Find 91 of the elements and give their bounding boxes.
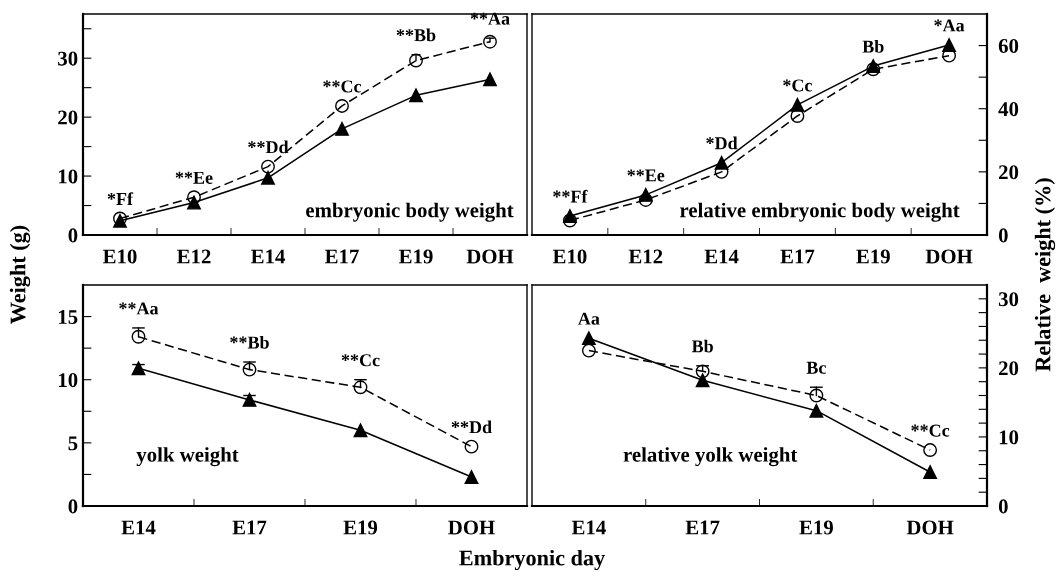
- point: [409, 88, 423, 103]
- point: [242, 392, 257, 407]
- x-tick-label: E19: [398, 249, 433, 264]
- point: [464, 470, 479, 484]
- point: [261, 159, 275, 174]
- point: [809, 403, 824, 418]
- y-tick-label: 40: [998, 102, 1019, 117]
- annotation: embryonic body weight: [306, 202, 514, 222]
- annotation: **Ee: [175, 171, 213, 184]
- x-tick-label: E19: [343, 520, 378, 535]
- x-tick-label: E10: [552, 249, 587, 264]
- y-tick-label: 10: [58, 169, 78, 184]
- annotation: *Dd: [706, 136, 738, 150]
- annotation: relative embryonic body weight: [680, 202, 960, 222]
- point: [409, 53, 423, 68]
- x-tick-label: E14: [250, 249, 285, 264]
- annotation: Bb: [691, 339, 713, 353]
- point: [353, 423, 368, 438]
- annotation: Bc: [806, 361, 826, 374]
- point: [923, 443, 938, 458]
- point: [353, 380, 368, 395]
- x-tick-label: E14: [571, 520, 606, 535]
- y-axis-title: Weight (g): [9, 225, 31, 324]
- point: [464, 439, 479, 454]
- annotation: *Ff: [107, 192, 134, 205]
- y-tick-label: 30: [58, 51, 78, 66]
- annotation: **Aa: [119, 302, 159, 315]
- x-tick-label: E10: [102, 249, 137, 264]
- x-tick-label: E14: [121, 520, 156, 535]
- annotation: **Dd: [248, 140, 289, 154]
- annotation: **Cc: [911, 424, 950, 437]
- y-tick-label: 30: [998, 292, 1019, 307]
- x-axis-title: Embryonic day: [459, 549, 605, 571]
- point: [242, 362, 257, 377]
- x-tick-label: E17: [324, 249, 359, 264]
- point: [695, 364, 710, 379]
- point: [581, 331, 596, 346]
- point: [562, 213, 577, 228]
- y-tick-label: 10: [999, 430, 1019, 445]
- x-tick-label: DOH: [906, 520, 954, 535]
- x-tick-label: E19: [856, 249, 890, 264]
- y-tick-label: 0: [68, 499, 78, 514]
- point: [695, 373, 710, 388]
- x-tick-label: E12: [176, 249, 211, 264]
- point: [335, 98, 349, 113]
- x-tick-label: DOH: [466, 249, 514, 264]
- annotation: relative yolk weight: [623, 447, 798, 467]
- y-tick-label: 60: [998, 38, 1019, 53]
- x-tick-label: E17: [780, 249, 815, 264]
- point: [131, 361, 146, 376]
- y-tick-label: 20: [998, 361, 1019, 376]
- y-tick-label: 0: [68, 228, 78, 243]
- y-tick-label: 20: [998, 165, 1019, 180]
- annotation: **Ff: [553, 189, 588, 203]
- x-tick-label: E19: [799, 520, 833, 535]
- y-tick-label: 15: [58, 310, 78, 324]
- point: [261, 170, 275, 185]
- annotation: **Bb: [396, 28, 436, 42]
- y-tick-label: 0: [998, 499, 1008, 514]
- x-tick-label: E14: [704, 249, 739, 264]
- x-tick-label: E17: [232, 520, 267, 535]
- annotation: Aa: [578, 312, 600, 325]
- x-tick-label: E17: [685, 520, 720, 535]
- point: [809, 388, 824, 403]
- annotation: **Bb: [230, 335, 269, 349]
- annotation: *Aa: [934, 19, 965, 32]
- point: [790, 109, 805, 123]
- annotation: **Dd: [451, 420, 492, 434]
- annotation: **Ee: [627, 169, 665, 182]
- point: [483, 34, 497, 49]
- point: [581, 343, 596, 358]
- point: [638, 193, 653, 207]
- x-tick-label: E12: [628, 249, 663, 264]
- x-tick-label: DOH: [448, 520, 495, 535]
- y-tick-label: 5: [68, 436, 78, 451]
- point: [187, 190, 201, 205]
- y-tick-label: 20: [58, 110, 78, 125]
- point: [923, 465, 938, 480]
- annotation: **Aa: [470, 12, 510, 25]
- annotation: **Cc: [341, 354, 380, 367]
- point: [483, 72, 497, 87]
- annotation: yolk weight: [136, 447, 239, 467]
- y-tick-label: 0: [998, 228, 1008, 243]
- annotation: Bb: [862, 40, 884, 53]
- annotation: *Cc: [783, 79, 813, 92]
- y-tick-label: 10: [58, 373, 78, 388]
- y-axis-title: Relative weight (%): [1034, 178, 1056, 372]
- annotation: **Cc: [323, 80, 362, 93]
- point: [131, 329, 146, 344]
- point: [335, 121, 349, 136]
- x-tick-label: DOH: [925, 249, 973, 264]
